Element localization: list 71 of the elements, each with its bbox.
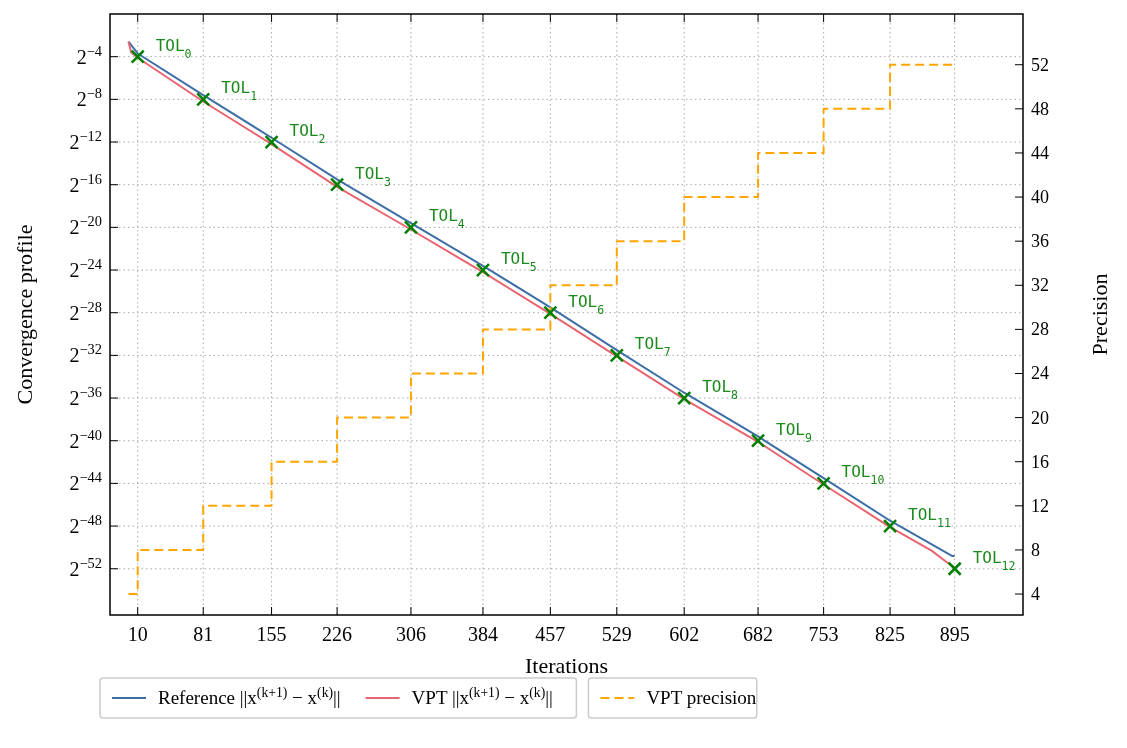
annotation: TOL$_{6}$ — [568, 291, 605, 317]
x-tick-label: 895 — [939, 623, 970, 645]
point — [403, 220, 419, 235]
y2-tick-label: 8 — [1031, 539, 1040, 560]
annotation: TOL$_{8}$ — [702, 377, 739, 403]
y2-tick-label: 40 — [1031, 187, 1049, 208]
y-tick-label: 2$^{−24}$ — [69, 256, 102, 282]
legend-label: VPT ||x$^{(k+1)}$ − x$^{(k)}$|| — [411, 684, 553, 708]
point — [882, 518, 898, 534]
annotation: TOL$_{0}$ — [155, 35, 192, 61]
y-axis-title: Convergence profile — [12, 224, 37, 405]
y-tick-label: 2$^{−52}$ — [69, 554, 102, 580]
y2-axis-title: Precision — [1087, 273, 1112, 356]
point — [947, 561, 962, 576]
x-tick-label: 682 — [743, 623, 774, 645]
annotation: TOL$_{2}$ — [289, 121, 326, 147]
point — [676, 390, 692, 406]
x-tick-label: 529 — [601, 623, 632, 645]
annotation: TOL$_{1}$ — [221, 78, 258, 104]
y2-tick-label: 20 — [1031, 407, 1049, 428]
y2-tick-label: 12 — [1031, 495, 1049, 516]
y2-tick-label: 32 — [1031, 275, 1049, 296]
y-tick-label: 2$^{−4}$ — [76, 42, 102, 68]
y-tick-label: 2$^{−28}$ — [69, 298, 102, 324]
annotation: TOL$_{3}$ — [355, 163, 391, 189]
x-tick-label: 81 — [193, 623, 214, 645]
legend-label: Reference ||x$^{(k+1)}$ − x$^{(k)}$|| — [158, 684, 341, 708]
annotation: TOL$_{5}$ — [500, 249, 537, 275]
x-tick-label: 602 — [669, 623, 700, 645]
point — [195, 92, 211, 107]
point — [609, 348, 625, 363]
point — [750, 433, 766, 448]
y-tick-label: 2$^{−48}$ — [69, 512, 102, 538]
y-tick-label: 2$^{−20}$ — [69, 213, 102, 239]
y2-tick-label: 52 — [1031, 54, 1049, 75]
point — [543, 305, 558, 320]
x-tick-label: 825 — [875, 623, 906, 645]
annotation: TOL$_{9}$ — [776, 419, 812, 445]
annotation: TOL$_{10}$ — [841, 462, 885, 488]
legend-label: VPT precision — [646, 687, 757, 708]
y2-tick-label: 4 — [1031, 584, 1040, 605]
y-tick-label: 2$^{−32}$ — [69, 341, 102, 367]
annotation: TOL$_{4}$ — [428, 206, 465, 232]
point — [816, 476, 831, 491]
y2-tick-label: 16 — [1031, 451, 1049, 472]
point — [475, 262, 491, 278]
x-tick-label: 384 — [467, 623, 498, 645]
y2-tick-label: 36 — [1031, 231, 1049, 252]
annotation: TOL$_{7}$ — [634, 334, 671, 360]
point — [264, 134, 279, 150]
y2-tick-label: 28 — [1031, 319, 1049, 340]
y-tick-label: 2$^{−8}$ — [76, 85, 102, 111]
x-tick-label: 753 — [808, 623, 839, 645]
y-tick-label: 2$^{−40}$ — [69, 426, 102, 452]
annotation: TOL$_{12}$ — [972, 547, 1016, 573]
y2-tick-label: 44 — [1031, 142, 1049, 163]
x-tick-label: 306 — [395, 623, 426, 645]
x-axis-title: Iterations — [524, 653, 609, 678]
y2-tick-label: 24 — [1031, 363, 1049, 384]
point — [130, 49, 145, 64]
annotation: TOL$_{11}$ — [908, 505, 951, 531]
y2-tick-label: 48 — [1031, 98, 1049, 119]
x-tick-label: 226 — [322, 623, 353, 645]
x-tick-label: 10 — [127, 623, 148, 645]
y-tick-label: 2$^{−16}$ — [69, 170, 102, 196]
point — [329, 177, 345, 192]
y-tick-label: 2$^{−36}$ — [69, 384, 102, 410]
y-tick-label: 2$^{−12}$ — [69, 128, 102, 154]
x-tick-label: 457 — [535, 623, 566, 645]
x-tick-label: 155 — [256, 623, 287, 645]
y-tick-label: 2$^{−44}$ — [69, 469, 102, 495]
